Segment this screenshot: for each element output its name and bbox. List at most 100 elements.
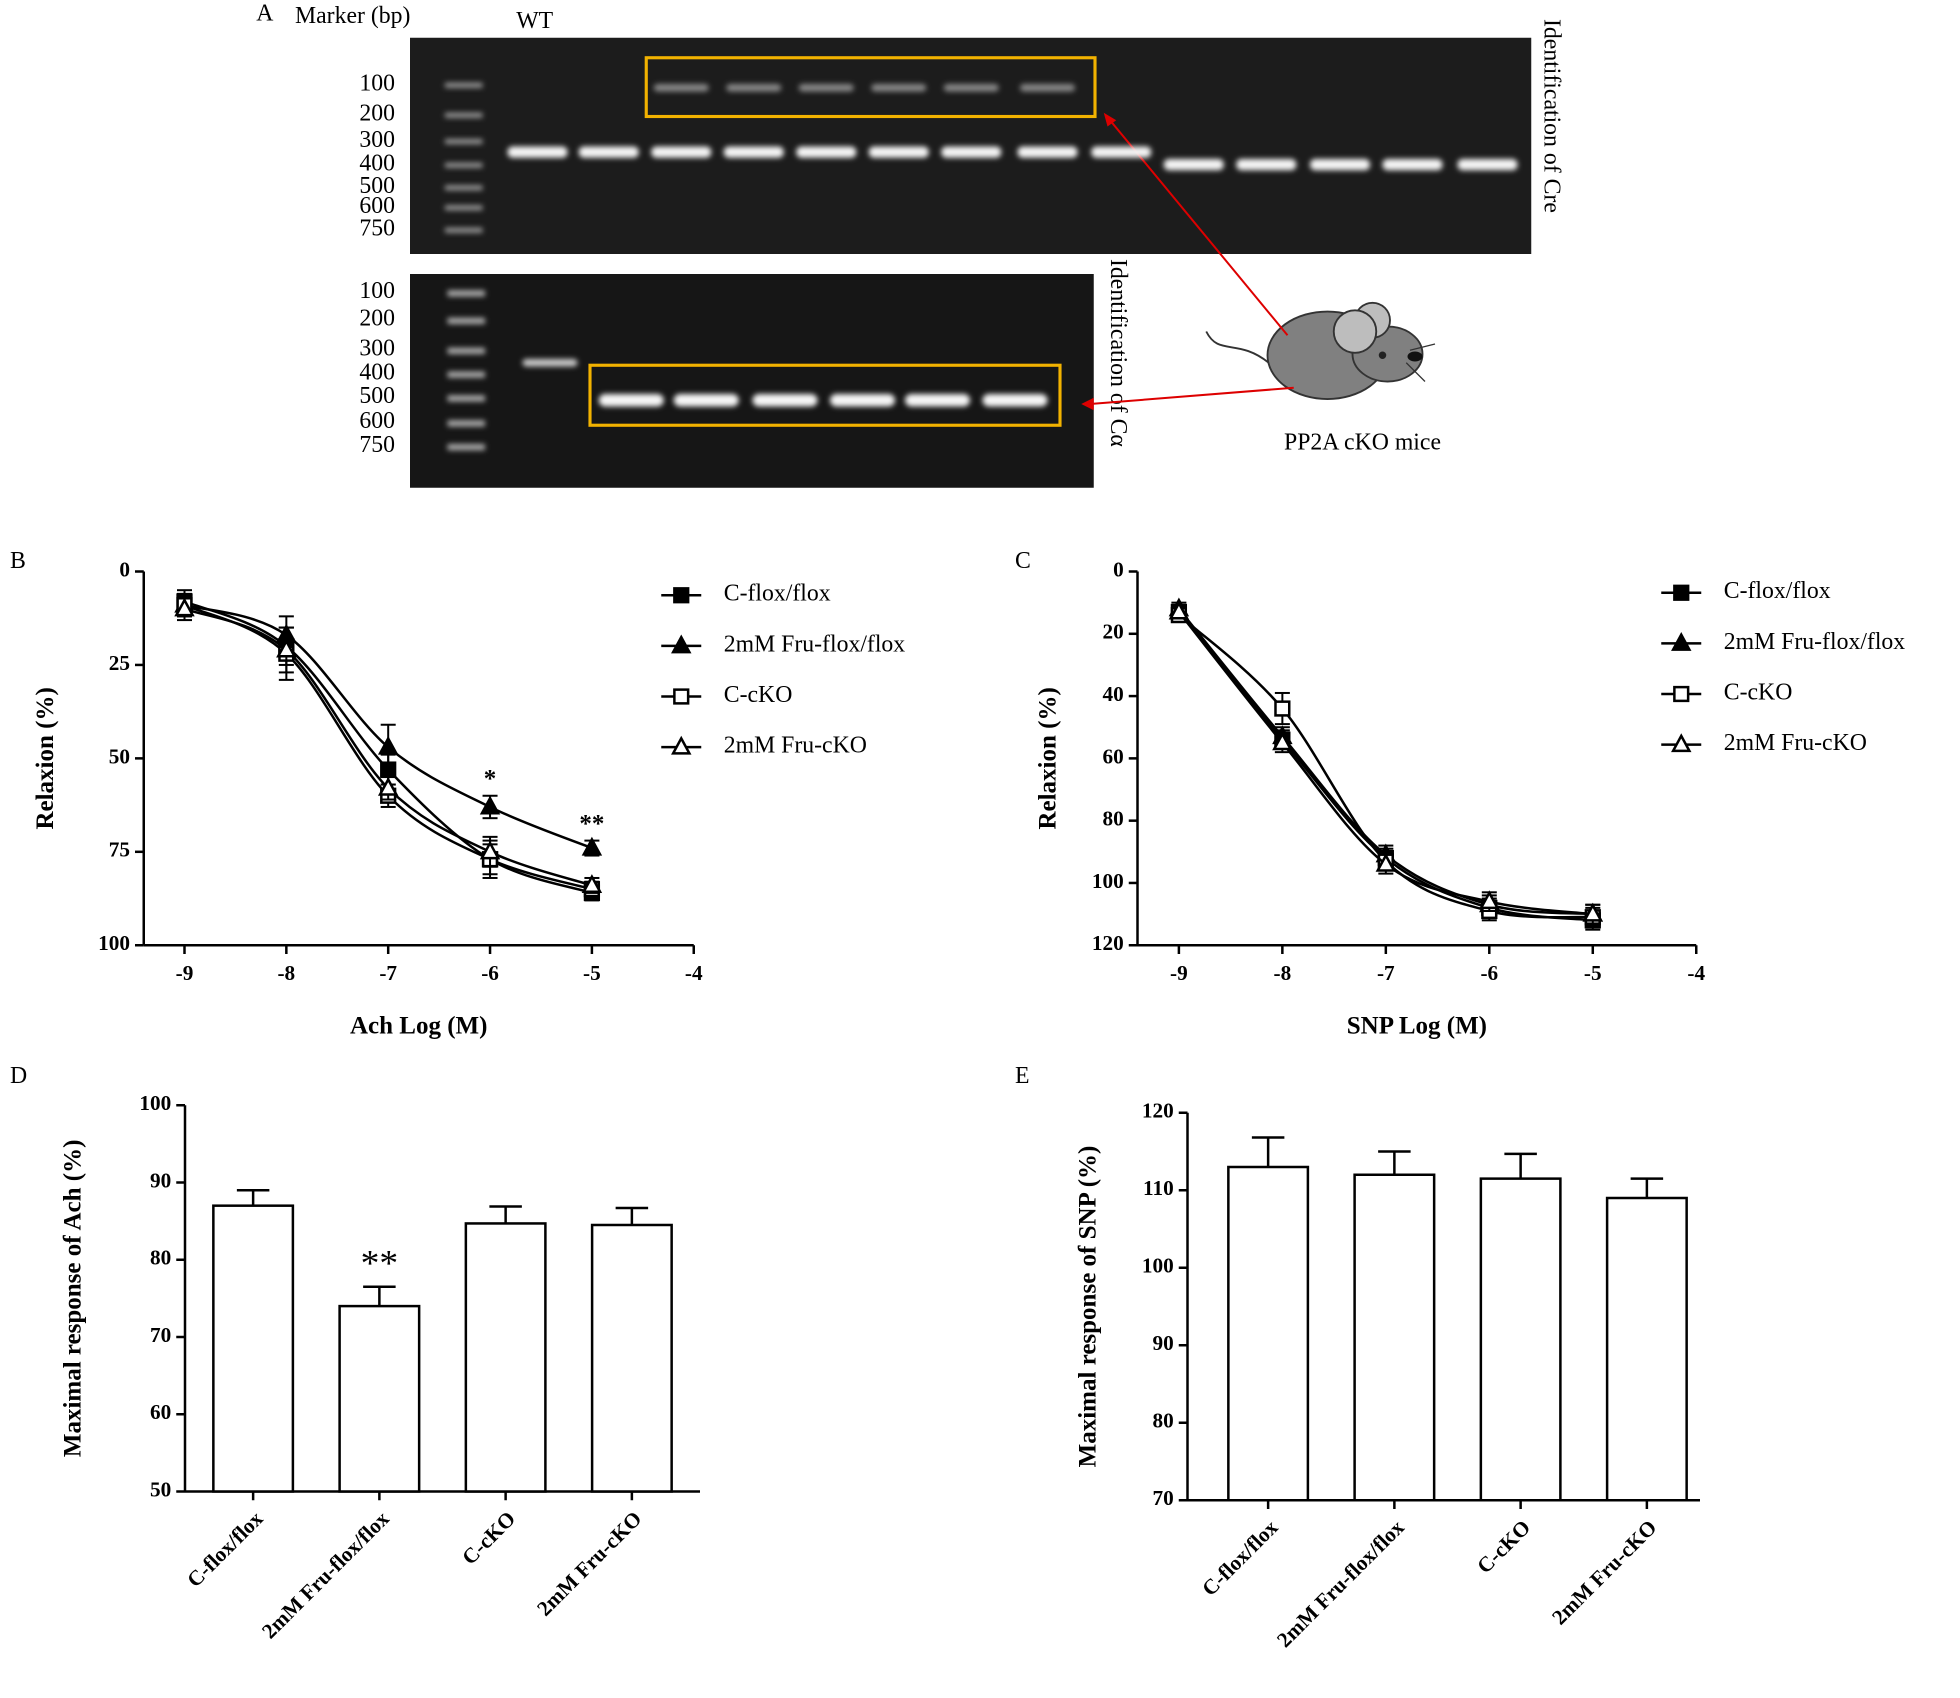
bar: [212, 1204, 295, 1493]
error-bar: [236, 1188, 270, 1206]
error-bar: [1504, 1152, 1537, 1179]
legend-label: C-cKO: [724, 682, 793, 708]
mouse-icon: [1205, 301, 1436, 400]
x-tick-label: C-cKO: [1472, 1515, 1535, 1578]
ladder-band: [447, 395, 485, 402]
gel-band: [752, 394, 818, 407]
y-tick-label: 40: [1103, 682, 1124, 706]
gel-band: [673, 394, 739, 407]
legend-label: 2mM Fru-flox/flox: [1724, 629, 1906, 655]
y-tick-label: 0: [1113, 557, 1124, 581]
y-tick-label: 0: [119, 557, 130, 581]
ladder-label: 500: [359, 383, 395, 409]
bar: [1227, 1165, 1310, 1502]
y-tick-label: 80: [1103, 807, 1124, 831]
marker: [174, 597, 195, 617]
ladder-label: 750: [359, 432, 395, 458]
marker: [1274, 700, 1291, 717]
x-tick-label: -7: [1377, 961, 1395, 985]
marker: [673, 688, 690, 705]
marker: [1168, 600, 1190, 620]
ladder-label: 400: [359, 359, 395, 385]
gel-band: [830, 394, 895, 407]
x-tick-label: 2mM Fru-cKO: [1547, 1515, 1661, 1629]
ladder-label: 300: [359, 127, 395, 153]
x-tick-label: -6: [481, 961, 499, 985]
x-tick-label: -5: [1584, 961, 1602, 985]
x-tick-label: -4: [685, 961, 703, 985]
y-axis-title: Relaxion (%): [32, 687, 59, 829]
x-tick-label: C-flox/flox: [1197, 1515, 1283, 1601]
gel-band: [1236, 159, 1297, 171]
error-bar: [1630, 1177, 1664, 1199]
y-tick-label: 75: [109, 838, 130, 862]
marker: [1673, 685, 1690, 703]
gel-band: [982, 394, 1048, 407]
ladder-band: [445, 205, 483, 211]
marker: [1375, 852, 1397, 872]
ladder-label: 500: [359, 173, 395, 199]
y-tick-label: 25: [109, 651, 130, 675]
bar: [590, 1223, 673, 1493]
x-tick-label: C-cKO: [457, 1507, 520, 1570]
marker: [671, 634, 692, 654]
ladder-band: [447, 420, 485, 427]
marker: [1671, 632, 1692, 651]
marker: [1272, 731, 1293, 751]
y-tick-label: 70: [1153, 1486, 1174, 1510]
chart: 70 80 90 100 110 120 Maximal response of SNP (…: [1015, 1063, 1700, 1652]
gel-band: [653, 84, 709, 92]
legend-label: C-flox/flox: [724, 581, 831, 607]
gel-band: [522, 359, 578, 367]
marker: [479, 840, 501, 860]
gel-band: [868, 146, 929, 158]
wt-label: WT: [516, 8, 553, 34]
marker: [671, 735, 692, 755]
arrow: [1089, 386, 1294, 405]
x-tick-label: -9: [176, 961, 194, 985]
ladder-label: 300: [359, 336, 395, 362]
y-tick-label: 50: [150, 1477, 171, 1501]
ladder-band: [447, 290, 485, 297]
gel-band: [796, 146, 857, 158]
y-tick-label: 80: [1153, 1409, 1174, 1433]
gel-band: [726, 84, 782, 92]
y-axis-title: Maximal response of SNP (%): [1075, 1146, 1102, 1468]
y-tick-label: 120: [1092, 931, 1124, 955]
fit-curve: [1177, 608, 1593, 916]
gel-band: [1310, 159, 1370, 171]
y-tick-label: 100: [1142, 1254, 1174, 1278]
bar: [1353, 1173, 1436, 1502]
marker: [1582, 902, 1604, 922]
chart: 0 20 40 60 80 100 120 Relaxion (%) C -9 -8 -7 -6 -5 -4…: [1015, 548, 1905, 1039]
x-tick-label: -6: [1480, 961, 1498, 985]
ladder-label: 200: [359, 101, 395, 127]
chart: 50 60 70 80 90 100 Maximal response of Ach (%)…: [10, 1063, 700, 1643]
x-tick-label: -8: [1274, 961, 1292, 985]
ladder-label: 200: [359, 306, 395, 332]
ladder-label: 100: [359, 278, 395, 304]
gel-band: [578, 146, 639, 158]
ladder-band: [447, 371, 485, 378]
y-tick-label: 100: [139, 1091, 171, 1115]
marker-header: Marker (bp): [295, 3, 410, 29]
y-tick-label: 100: [1092, 869, 1124, 893]
x-tick-label: -5: [583, 961, 601, 985]
error-bar: [615, 1206, 649, 1225]
legend-label: C-cKO: [1724, 679, 1793, 705]
fit-curve: [1177, 611, 1593, 916]
chart: 0 25 50 75 100 Relaxion (%) B -9 -8 -7 -6 -5 -4 Ach L…: [10, 548, 905, 1039]
panel-label: A: [256, 1, 273, 27]
arrowhead: [1103, 112, 1117, 127]
y-axis-title: Relaxion (%): [1035, 687, 1062, 829]
error-bar: [363, 1285, 396, 1307]
gel-band: [871, 84, 927, 92]
gel-band: [1163, 159, 1224, 171]
error-bar: [1378, 1150, 1411, 1175]
panel-label: E: [1015, 1063, 1030, 1089]
error-bar: [489, 1205, 522, 1224]
annotation: **: [579, 810, 604, 837]
x-tick-label: 2mM Fru-flox/flox: [1272, 1515, 1409, 1652]
bar: [464, 1222, 547, 1493]
